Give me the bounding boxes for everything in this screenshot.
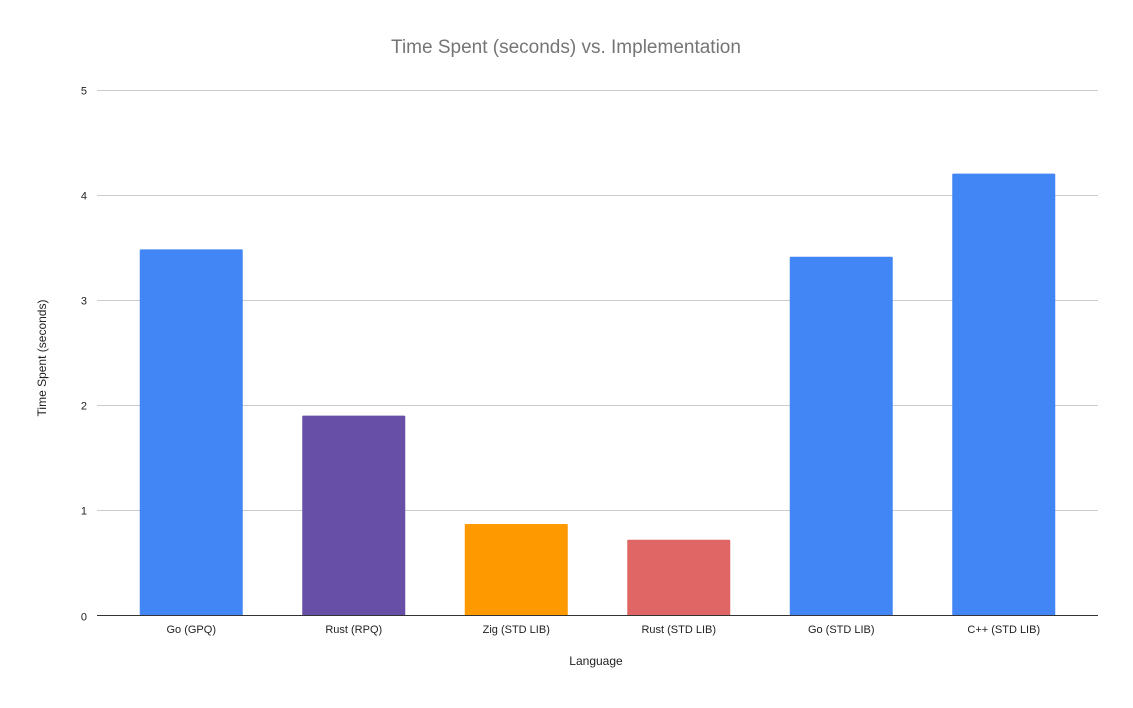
y-axis-title: Time Spent (seconds) — [35, 300, 49, 417]
x-tick-label: Go (GPQ) — [166, 624, 216, 636]
y-tick-label: 5 — [81, 86, 87, 98]
y-tick-label: 3 — [81, 296, 87, 308]
gridlines — [97, 90, 1098, 511]
x-tick-label: Rust (RPQ) — [325, 624, 382, 636]
x-tick-label: Go (STD LIB) — [808, 624, 875, 636]
x-tick-label: Rust (STD LIB) — [641, 624, 716, 636]
chart-title: Time Spent (seconds) vs. Implementation — [391, 37, 741, 58]
y-tick-label: 1 — [81, 506, 87, 518]
y-tick-label: 4 — [81, 191, 87, 203]
bar — [139, 249, 243, 616]
x-tick-label: C++ (STD LIB) — [967, 624, 1040, 636]
y-tick-label: 0 — [81, 612, 87, 624]
x-axis-ticks: Go (GPQ) Rust (RPQ) Zig (STD LIB) Rust (STD… — [166, 624, 1040, 636]
bar — [464, 523, 568, 616]
bar — [627, 539, 731, 616]
bar — [952, 173, 1056, 616]
y-axis-ticks: 0 1 2 3 4 5 — [81, 86, 87, 624]
x-tick-label: Zig (STD LIB) — [483, 624, 550, 636]
x-axis-title: Language — [569, 654, 623, 668]
bar — [302, 415, 406, 616]
y-tick-label: 2 — [81, 401, 87, 413]
bar — [789, 256, 893, 616]
bars — [139, 173, 1056, 616]
